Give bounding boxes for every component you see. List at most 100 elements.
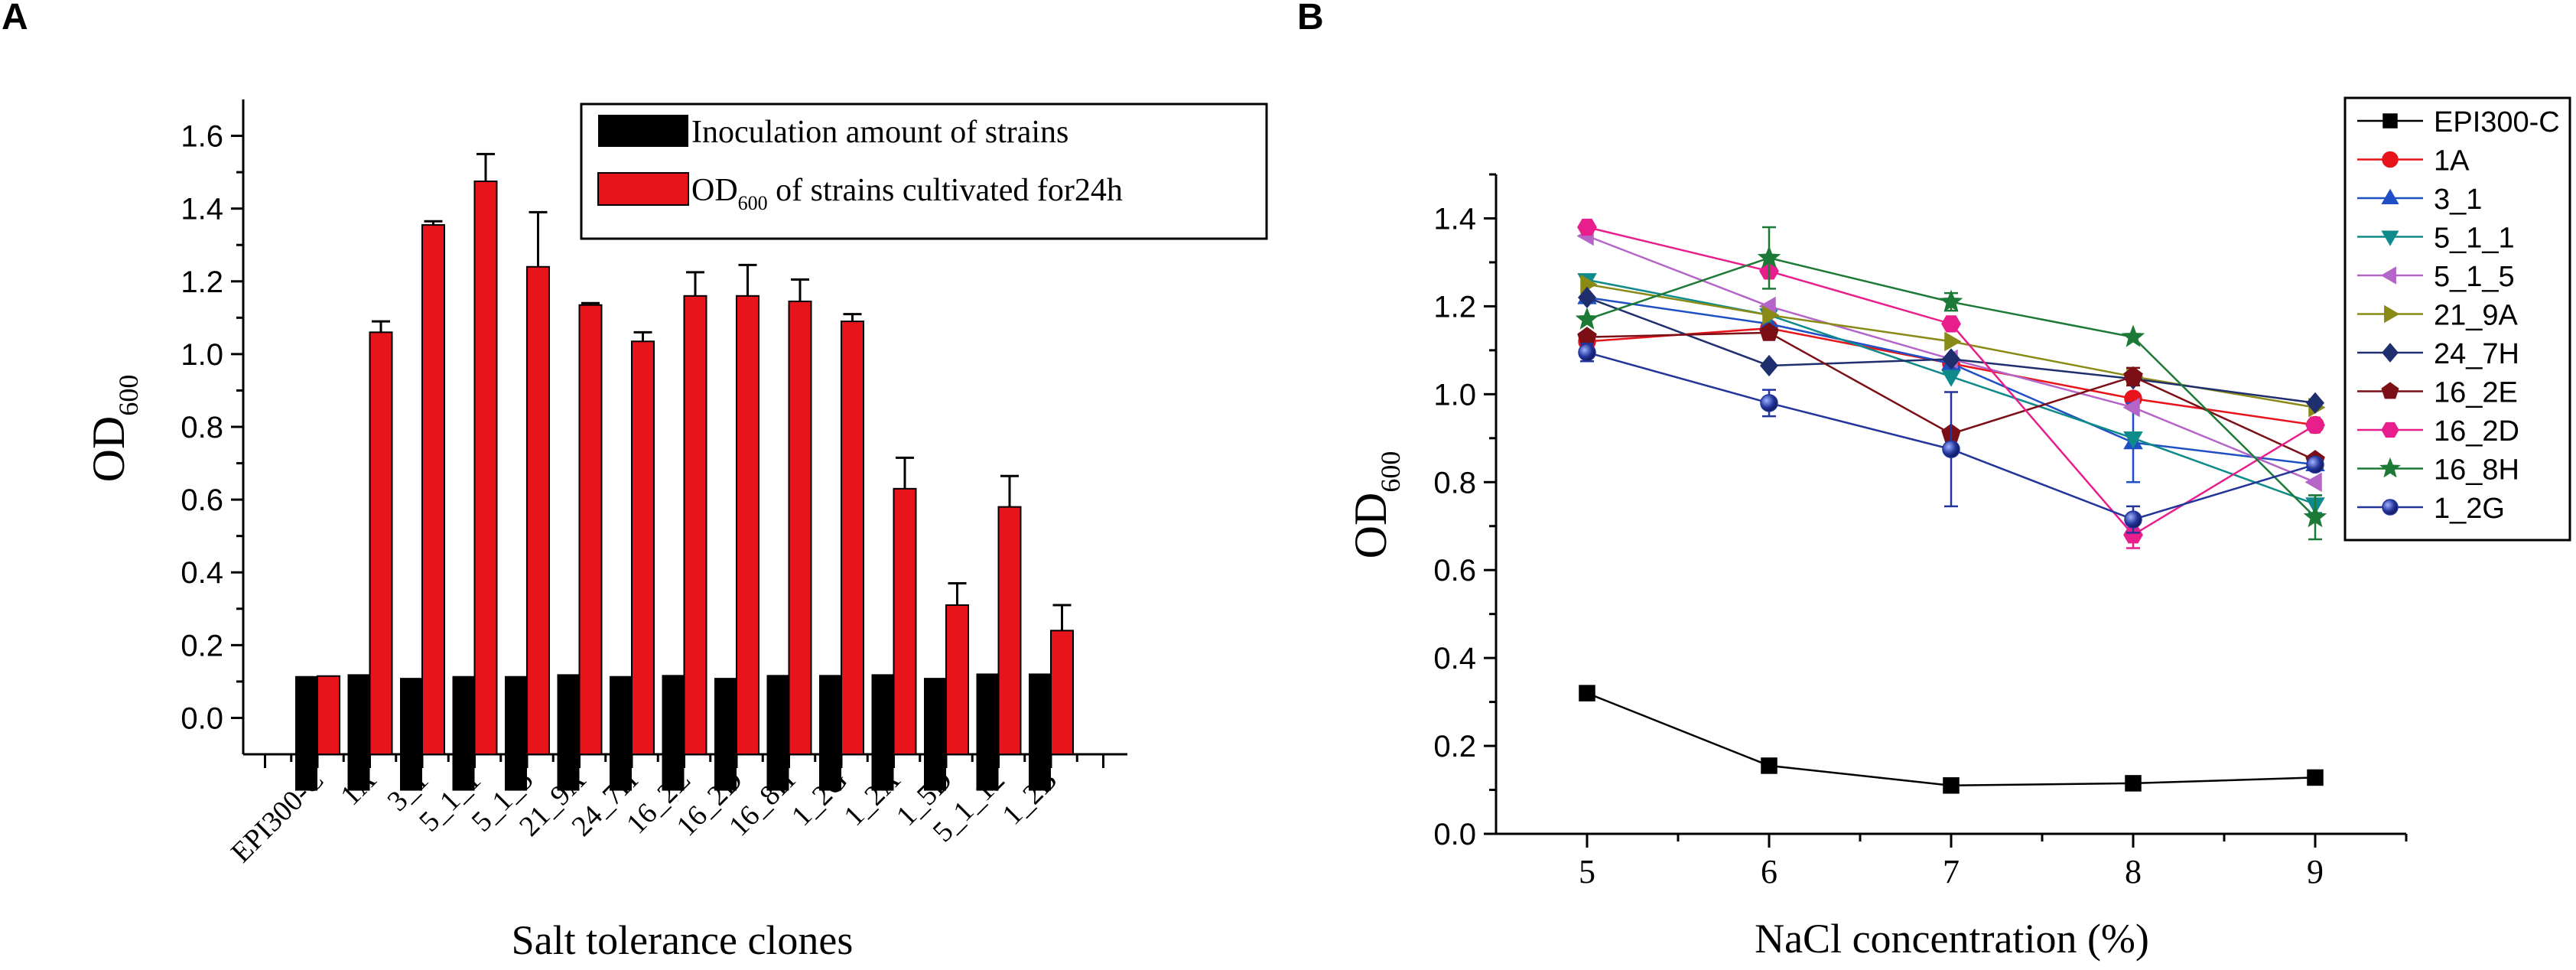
legend-label: 21_9A (2434, 300, 2519, 332)
inoculation-bar (924, 678, 946, 791)
inoculation-bar (819, 675, 841, 791)
legend-label: 16_2D (2434, 415, 2519, 448)
legend-marker (2381, 230, 2399, 246)
od24h-bar (736, 295, 759, 755)
bar-legend-box (580, 103, 1268, 240)
legend-od24h-main: OD (691, 173, 738, 208)
series-point (1575, 307, 1599, 330)
series-point (2125, 775, 2142, 792)
legend-swatch-inoculation (598, 115, 688, 147)
od24h-bar (473, 181, 498, 755)
svg-text:OD600: OD600 (83, 375, 144, 483)
bar-y-tick-label: 1.0 (181, 338, 223, 372)
od24h-bar (893, 487, 917, 755)
legend-label: 1A (2434, 145, 2470, 177)
series-point (1941, 315, 1961, 333)
legend-marker (2381, 422, 2399, 438)
line-chart-panel-b: 0.0 0.2 0.4 0.6 0.8 1.0 1.2 1.4 5 6 7 8 9 OD600 NaC… (1345, 96, 2571, 962)
legend-label: 1_2G (2434, 493, 2505, 525)
legend-label: 5_1_5 (2434, 261, 2515, 293)
legend-marker (2384, 304, 2400, 324)
svg-text:OD600: OD600 (1345, 451, 1406, 559)
line-x-ticks: 5 6 7 8 9 (1579, 834, 2408, 890)
series-point (2306, 455, 2324, 474)
series-point (1578, 343, 1596, 362)
inoculation-bar (766, 675, 789, 791)
legend-swatch-od24h (597, 172, 689, 206)
series-point (1939, 289, 1963, 312)
legend-row: 16_2E (2357, 377, 2518, 409)
series-point (1762, 305, 1780, 325)
line-y-tick-label: 0.4 (1433, 642, 1476, 675)
series-point (1577, 218, 1597, 236)
bar-y-tick-label: 1.4 (181, 193, 223, 226)
line-y-tick-label: 1.2 (1433, 290, 1476, 324)
od24h-bar (631, 340, 655, 755)
legend-row: 3_1 (2357, 184, 2482, 216)
bar-y-tick-label: 0.8 (181, 411, 223, 444)
series-point (2122, 397, 2140, 418)
od24h-bar (841, 321, 864, 756)
line-x-tick-label: 6 (1761, 853, 1778, 890)
legend-od24h-rest: of strains cultivated for24h (768, 173, 1123, 208)
bar-x-label: Salt tolerance clones (512, 917, 854, 963)
legend-label: EPI300-C (2434, 106, 2560, 138)
bar-category-label: 1_2B (996, 764, 1063, 832)
inoculation-bar (1029, 673, 1051, 791)
legend-label: 16_2E (2434, 377, 2518, 409)
series-point (2307, 769, 2324, 786)
bar-y-tick-label: 0.4 (181, 556, 223, 590)
line-series (1575, 218, 2327, 794)
line-y-tick-label: 1.0 (1433, 378, 1476, 412)
series-point (2124, 510, 2142, 529)
inoculation-bar (871, 674, 894, 791)
inoculation-bars (295, 673, 1051, 791)
inoculation-bar (610, 675, 632, 791)
legend-label: 5_1_1 (2434, 223, 2515, 255)
od24h-bar (945, 604, 969, 755)
inoculation-bar (295, 675, 317, 791)
od24h-bars (317, 152, 1074, 756)
bar-y-tick-label: 1.6 (181, 120, 223, 154)
bar-y-tick-label: 1.2 (181, 265, 223, 299)
series-point (2304, 472, 2322, 493)
bar-y-tick-label: 0.6 (181, 483, 223, 517)
line-y-tick-label: 1.4 (1433, 202, 1476, 236)
legend-marker (2379, 457, 2401, 478)
od24h-bar (1050, 630, 1074, 755)
od24h-bar (683, 295, 707, 755)
line-x-label: NaCl concentration (%) (1755, 916, 2149, 962)
line-y-label-sub: 600 (1375, 451, 1406, 493)
panel-a-letter: A (2, 0, 28, 37)
legend-label-od24h: OD600 of strains cultivated for24h (691, 173, 1123, 214)
line-y-tick-label: 0.2 (1433, 730, 1476, 763)
series-EPI300-C (1579, 685, 2324, 794)
series-point (1760, 354, 1778, 377)
inoculation-bar (714, 678, 737, 791)
series-point (1577, 327, 1597, 346)
od24h-bar (788, 300, 812, 755)
series-point (2306, 392, 2324, 414)
line-x-tick-label: 9 (2307, 853, 2324, 890)
legend-label-inoculation: Inoculation amount of strains (691, 115, 1068, 150)
legend-od24h-sub: 600 (738, 192, 768, 214)
bar-category-label: EPI300-C (225, 764, 330, 869)
legend-marker (2381, 188, 2399, 204)
series-point (1757, 246, 1781, 269)
legend-marker (2382, 151, 2399, 168)
od24h-bar (578, 304, 603, 755)
legend-marker (2380, 266, 2396, 285)
od24h-bar (421, 224, 445, 756)
legend-row: EPI300-C (2357, 106, 2560, 138)
inoculation-bar (557, 674, 580, 791)
legend-row: 16_2D (2357, 415, 2519, 448)
inoculation-bar (347, 674, 370, 791)
series-point (1943, 777, 1960, 794)
series-16_2D (1577, 218, 2325, 549)
legend-marker (2381, 382, 2399, 399)
legend-row: 5_1_1 (2357, 223, 2515, 255)
od24h-bar (997, 506, 1022, 755)
series-1_2G (1578, 342, 2324, 534)
legend-row: 1_2G (2357, 493, 2505, 525)
